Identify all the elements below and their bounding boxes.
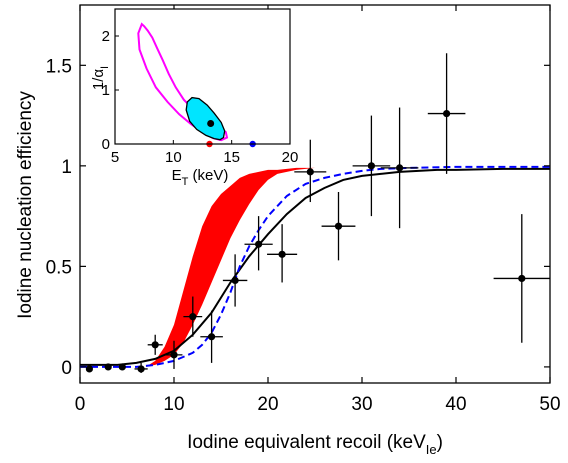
plot-frame bbox=[79, 4, 551, 384]
data-point bbox=[104, 363, 112, 371]
outer-contour bbox=[137, 22, 229, 142]
inset-x-ticks: 5 10 15 20 bbox=[111, 140, 299, 166]
data-point bbox=[244, 216, 273, 271]
point-marker bbox=[367, 162, 375, 170]
data-point bbox=[200, 310, 223, 363]
best-fit-point bbox=[207, 119, 215, 127]
data-point bbox=[493, 214, 550, 343]
point-marker bbox=[231, 276, 239, 285]
inset-contours bbox=[137, 22, 229, 142]
x-ticks: 0 10 20 30 40 50 bbox=[75, 5, 561, 415]
point-marker bbox=[118, 363, 126, 371]
y-tick-label: 0.5 bbox=[46, 257, 72, 278]
point-marker bbox=[518, 274, 526, 283]
x-axis-title: Iodine equivalent recoil (keVIe) bbox=[187, 432, 443, 457]
data-point bbox=[85, 365, 93, 373]
data-point bbox=[165, 340, 183, 369]
x-tick-label: 40 bbox=[445, 394, 466, 415]
point-marker bbox=[255, 240, 263, 248]
line-layer bbox=[80, 165, 550, 368]
data-point bbox=[267, 224, 298, 283]
point-marker bbox=[208, 333, 216, 341]
inset-x-tick-label: 10 bbox=[165, 149, 182, 166]
inset-axes: 5 10 15 20 0 1 2 ET (keV) 1/αI bbox=[90, 8, 299, 188]
point-marker bbox=[189, 313, 197, 321]
x-tick-label: 10 bbox=[163, 394, 184, 415]
point-marker bbox=[137, 365, 145, 373]
data-point bbox=[294, 139, 327, 203]
confidence-band bbox=[145, 167, 410, 367]
solid-fit-line bbox=[80, 167, 550, 366]
point-marker bbox=[396, 164, 404, 172]
y-tick-label: 0 bbox=[61, 358, 72, 379]
x-tick-label: 50 bbox=[539, 394, 560, 415]
inset-y-tick-label: 0 bbox=[102, 136, 110, 153]
y-tick-label: 1 bbox=[61, 157, 72, 178]
x-tick-label: 20 bbox=[257, 394, 278, 415]
y-tick-label: 1.5 bbox=[46, 56, 72, 77]
inset-x-axis-title: ET (keV) bbox=[172, 167, 229, 188]
inner-contour bbox=[185, 96, 226, 141]
inset-x-tick-label: 15 bbox=[223, 149, 240, 166]
point-marker bbox=[334, 222, 343, 230]
point-marker bbox=[443, 109, 451, 118]
points-layer bbox=[85, 53, 550, 373]
data-point bbox=[134, 362, 148, 373]
data-point bbox=[321, 191, 356, 261]
inset-y-tick-label: 1 bbox=[102, 82, 110, 99]
point-marker bbox=[170, 351, 178, 359]
data-point bbox=[118, 363, 126, 371]
inset-y-tick-label: 2 bbox=[102, 28, 110, 45]
data-point bbox=[352, 115, 391, 217]
x-tick-label: 30 bbox=[351, 394, 372, 415]
point-marker bbox=[278, 250, 286, 258]
data-point bbox=[222, 254, 248, 307]
dashed-fit-line bbox=[80, 165, 550, 368]
band-layer bbox=[145, 167, 410, 367]
inset-x-tick-label: 5 bbox=[111, 149, 119, 166]
data-point bbox=[147, 334, 163, 355]
point-marker bbox=[306, 168, 314, 176]
data-point bbox=[183, 296, 203, 337]
x-tick-label: 0 bbox=[75, 394, 86, 415]
inset-y-axis-title: 1/αI bbox=[90, 66, 111, 90]
point-marker bbox=[85, 365, 93, 373]
point-marker bbox=[104, 363, 112, 371]
inset-x-tick-label: 20 bbox=[282, 149, 299, 166]
inset-y-ticks: 0 1 2 bbox=[102, 28, 119, 153]
data-point bbox=[427, 53, 466, 174]
data-point bbox=[380, 107, 419, 229]
y-ticks: 0 0.5 1 1.5 bbox=[46, 56, 550, 379]
point-marker bbox=[151, 341, 159, 349]
main-axes: 0 10 20 30 40 50 00.511.5 Iodine equivalent r… bbox=[15, 4, 561, 457]
y-axis-title: Iodine nucleation efficiency bbox=[15, 91, 36, 319]
inset-frame bbox=[114, 8, 291, 145]
